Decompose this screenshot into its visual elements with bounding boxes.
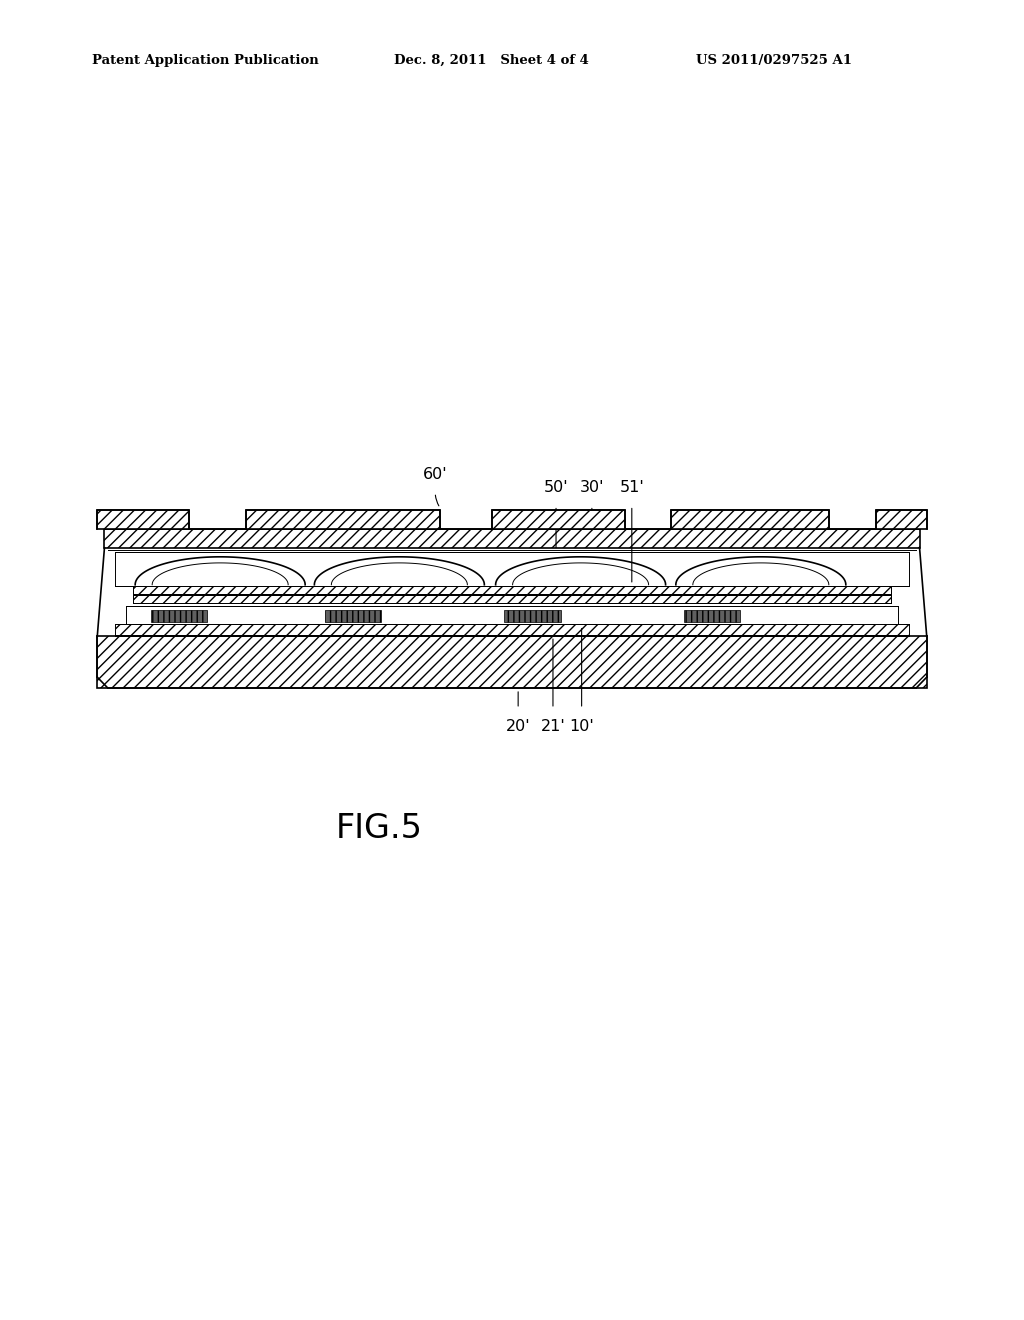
Bar: [246, 510, 440, 529]
Text: US 2011/0297525 A1: US 2011/0297525 A1: [696, 54, 852, 67]
Bar: [684, 610, 739, 622]
Bar: [133, 586, 891, 594]
Text: 20': 20': [506, 719, 530, 734]
Bar: [115, 624, 909, 635]
Bar: [876, 510, 927, 529]
Bar: [133, 595, 891, 603]
Text: 30': 30': [580, 480, 604, 495]
Bar: [504, 610, 561, 622]
Bar: [115, 552, 909, 586]
Text: 51': 51': [620, 480, 644, 495]
Bar: [671, 510, 829, 529]
Text: FIG.5: FIG.5: [336, 812, 422, 845]
Text: 21': 21': [541, 719, 565, 734]
Bar: [104, 529, 920, 548]
Text: 10': 10': [569, 719, 594, 734]
Bar: [492, 510, 625, 529]
Text: Dec. 8, 2011   Sheet 4 of 4: Dec. 8, 2011 Sheet 4 of 4: [394, 54, 589, 67]
Bar: [325, 610, 381, 622]
Text: Patent Application Publication: Patent Application Publication: [92, 54, 318, 67]
Bar: [152, 610, 207, 622]
Bar: [97, 636, 927, 688]
Text: 60': 60': [423, 467, 447, 482]
Text: 50': 50': [544, 480, 568, 495]
Bar: [126, 606, 898, 624]
Bar: [97, 510, 189, 529]
